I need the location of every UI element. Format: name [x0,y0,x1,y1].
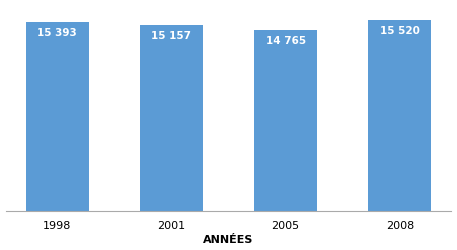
Bar [26,23,89,212]
Text: 15 393: 15 393 [37,28,77,38]
Bar [140,26,203,212]
X-axis label: ANNÉES: ANNÉES [203,234,254,244]
Text: 14 765: 14 765 [266,35,306,45]
Text: 15 520: 15 520 [380,26,420,36]
Text: 15 157: 15 157 [151,30,191,40]
Bar [254,30,317,212]
Bar [368,21,431,212]
